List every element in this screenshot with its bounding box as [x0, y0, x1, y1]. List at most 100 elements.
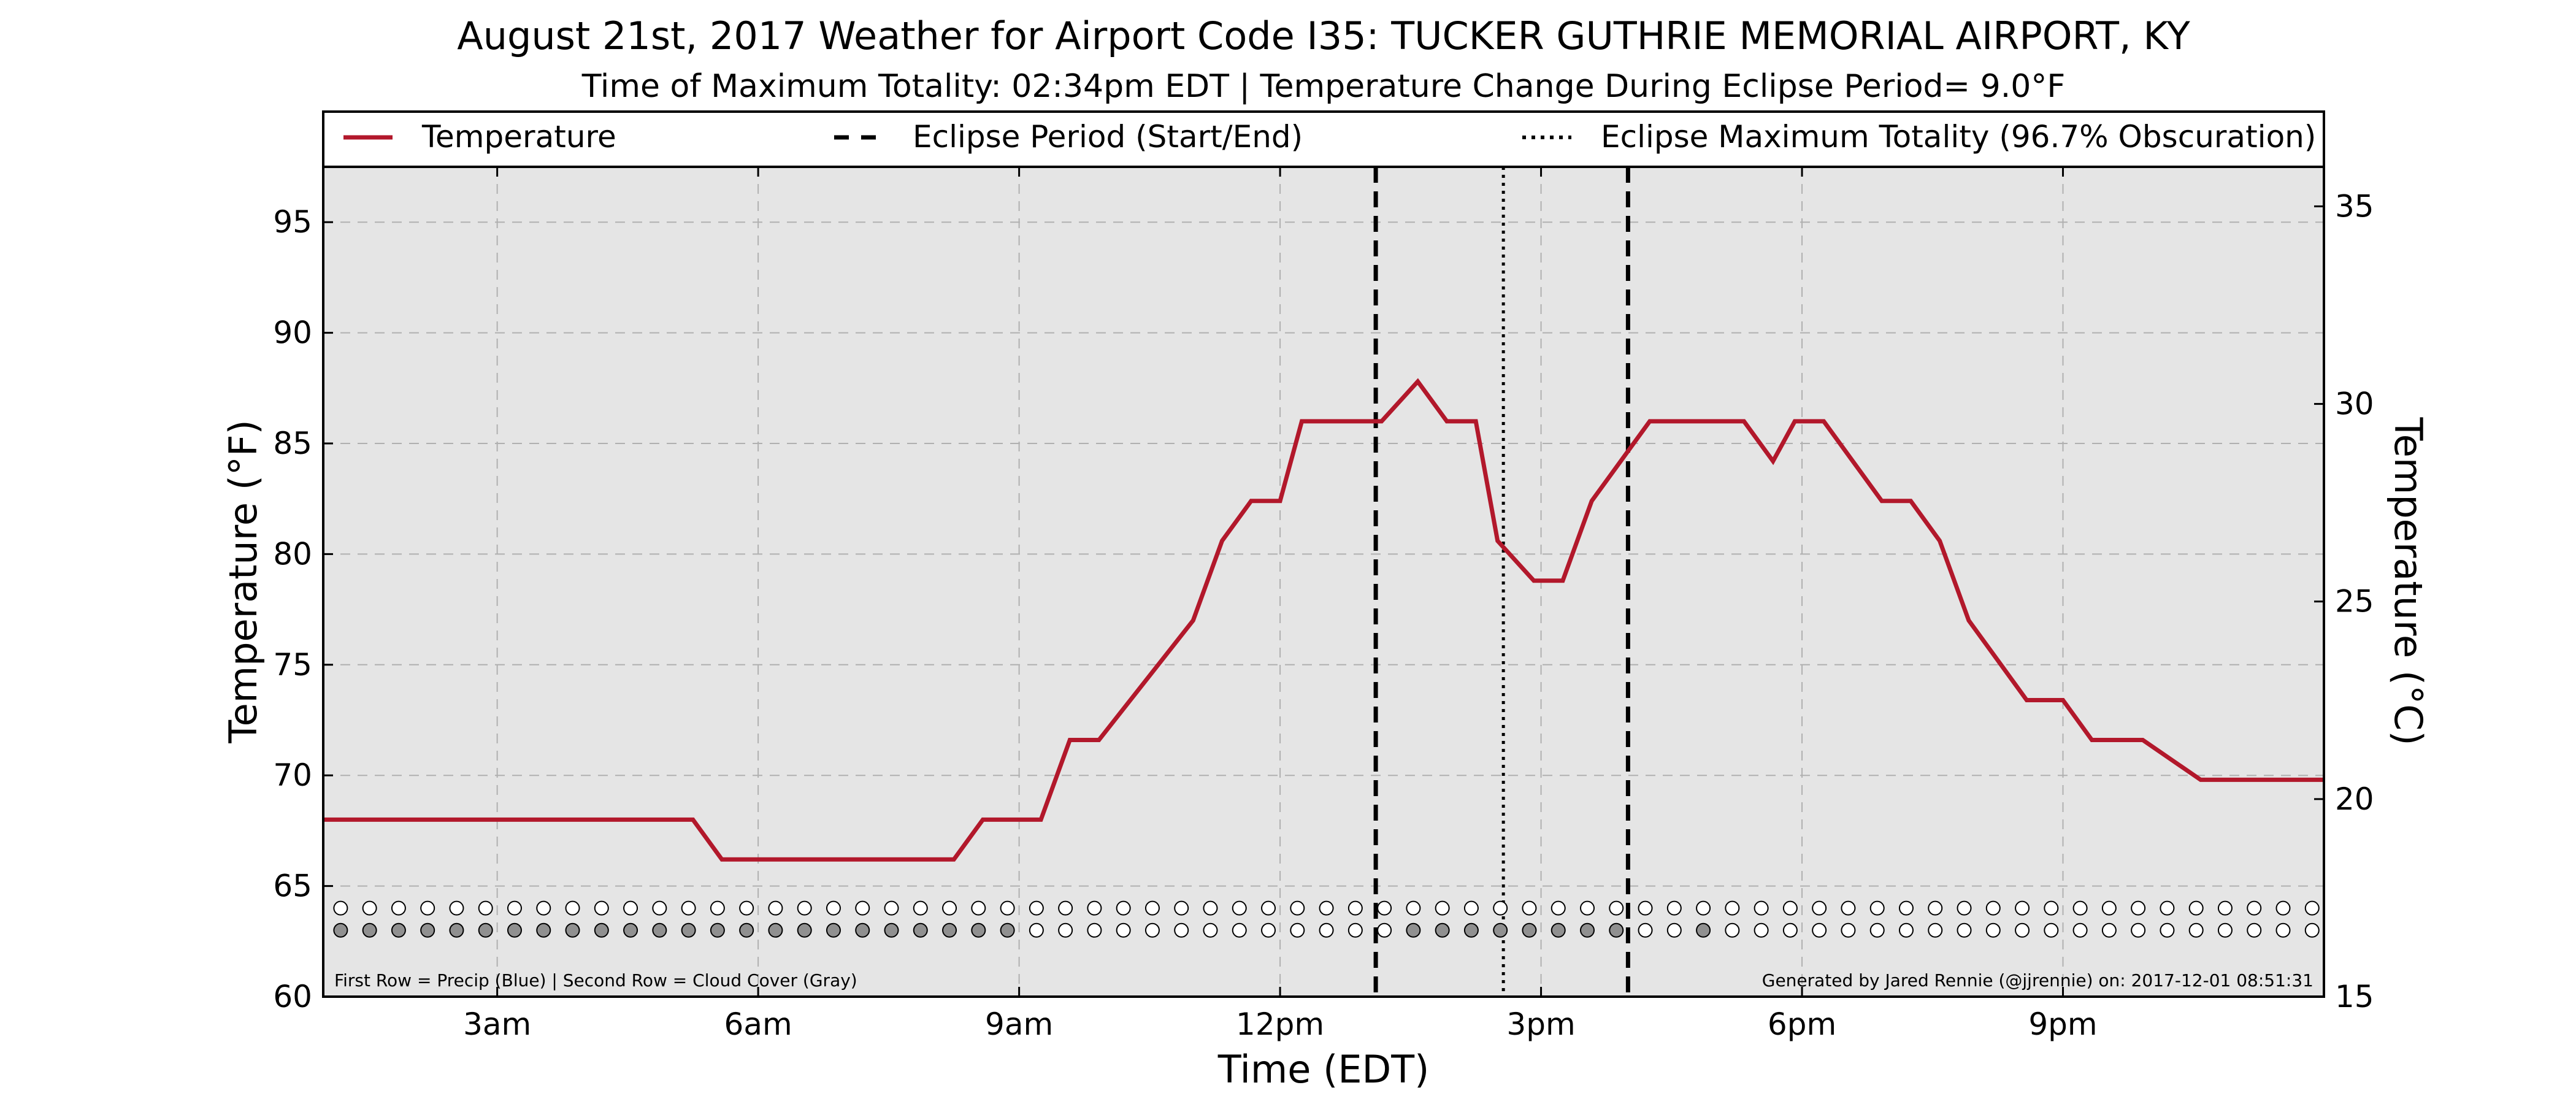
cloud-dot — [507, 922, 522, 938]
precip-dot — [1666, 900, 1682, 916]
cloud-dot — [2131, 922, 2146, 938]
cloud-dot — [1696, 922, 1711, 938]
cloud-dot — [333, 922, 348, 938]
y-tick-label-right: 25 — [2335, 584, 2374, 619]
precip-dot — [652, 900, 667, 916]
precip-dot — [855, 900, 870, 916]
plot-area — [323, 167, 2324, 997]
cloud-dot — [2217, 922, 2233, 938]
legend: Temperature Eclipse Period (Start/End) E… — [322, 110, 2325, 168]
precip-dot — [1058, 900, 1073, 916]
precip-dot — [1290, 900, 1305, 916]
y-tick-label: 95 — [273, 204, 312, 240]
precip-dot — [594, 900, 609, 916]
cloud-dot — [1319, 922, 1334, 938]
precip-dot — [449, 900, 464, 916]
indicator-rows — [333, 900, 2320, 938]
precip-dot — [739, 900, 754, 916]
x-tick-label: 9am — [985, 1006, 1053, 1042]
cloud-dot — [1666, 922, 1682, 938]
precip-dot — [391, 900, 406, 916]
precip-dot — [1029, 900, 1044, 916]
cloud-dot — [797, 922, 812, 938]
cloud-dot — [942, 922, 957, 938]
cloud-dot — [1985, 922, 2001, 938]
cloud-dot — [826, 922, 841, 938]
precip-dot — [1347, 900, 1363, 916]
cloud-dot — [594, 922, 609, 938]
precip-dot — [1638, 900, 1653, 916]
chart-subtitle: Time of Maximum Totality: 02:34pm EDT | … — [581, 68, 2065, 105]
precip-dot — [2247, 900, 2262, 916]
legend-label-temperature: Temperature — [421, 119, 616, 155]
cloud-dot — [1174, 922, 1189, 938]
y-tick-label: 70 — [273, 757, 312, 793]
cloud-dot — [1116, 922, 1131, 938]
precip-dot — [768, 900, 783, 916]
cloud-dot — [1957, 922, 1972, 938]
cloud-dot — [1144, 922, 1160, 938]
x-axis-label: Time (EDT) — [1217, 1047, 1430, 1092]
precip-dot — [1174, 900, 1189, 916]
precip-dot — [971, 900, 986, 916]
cloud-dot — [884, 922, 899, 938]
precip-dot — [2275, 900, 2291, 916]
precip-dot — [1754, 900, 1769, 916]
cloud-dot — [1928, 922, 1943, 938]
precip-dot — [1116, 900, 1131, 916]
footnote-left: First Row = Precip (Blue) | Second Row =… — [334, 970, 857, 991]
cloud-dot — [2304, 922, 2320, 938]
y-axis-label-left: Temperature (°F) — [221, 420, 266, 743]
cloud-dot — [1377, 922, 1392, 938]
precip-dot — [507, 900, 522, 916]
cloud-dot — [768, 922, 783, 938]
cloud-dot — [2015, 922, 2030, 938]
precip-dot — [1609, 900, 1624, 916]
cloud-dot — [449, 922, 464, 938]
x-tick-label: 3am — [463, 1006, 531, 1042]
cloud-dot — [1463, 922, 1479, 938]
cloud-dot — [971, 922, 986, 938]
cloud-dot — [362, 922, 377, 938]
y-tick-label: 75 — [273, 647, 312, 683]
cloud-dot — [1203, 922, 1218, 938]
cloud-dot — [2072, 922, 2088, 938]
cloud-dot — [1609, 922, 1624, 938]
cloud-dot — [1261, 922, 1276, 938]
cloud-dot — [1782, 922, 1798, 938]
cloud-dot — [623, 922, 638, 938]
cloud-dot — [1841, 922, 1856, 938]
precip-dot — [1869, 900, 1885, 916]
precip-dot — [1000, 900, 1015, 916]
cloud-dot — [1551, 922, 1566, 938]
cloud-dot — [536, 922, 551, 938]
axes: 3am 6am 9am 12pm 3pm 6pm 9pm 60 65 70 75 80 85 90 95 15… — [273, 167, 2374, 1042]
precip-dot — [710, 900, 725, 916]
temperature-series — [323, 378, 2324, 862]
cloud-dot — [1347, 922, 1363, 938]
cloud-dot — [1029, 922, 1044, 938]
cloud-dot — [2160, 922, 2175, 938]
precip-dot — [2044, 900, 2059, 916]
precip-dot — [2304, 900, 2320, 916]
precip-dot — [565, 900, 580, 916]
y-tick-label: 80 — [273, 536, 312, 572]
legend-box — [322, 110, 2325, 168]
cloud-dot — [2275, 922, 2291, 938]
cloud-dot — [739, 922, 754, 938]
cloud-dot — [1522, 922, 1537, 938]
precip-dot — [362, 900, 377, 916]
precip-dot — [1957, 900, 1972, 916]
precip-dot — [826, 900, 841, 916]
cloud-dot — [1232, 922, 1247, 938]
grid-lines — [323, 167, 2324, 997]
footnote-right: Generated by Jared Rennie (@jjrennie) on… — [1762, 970, 2313, 991]
precip-dot — [1203, 900, 1218, 916]
precip-dot — [1696, 900, 1711, 916]
precip-dot — [797, 900, 812, 916]
precip-dot — [1928, 900, 1943, 916]
y-tick-label: 85 — [273, 426, 312, 461]
cloud-dot — [1493, 922, 1508, 938]
precip-dot — [2160, 900, 2175, 916]
